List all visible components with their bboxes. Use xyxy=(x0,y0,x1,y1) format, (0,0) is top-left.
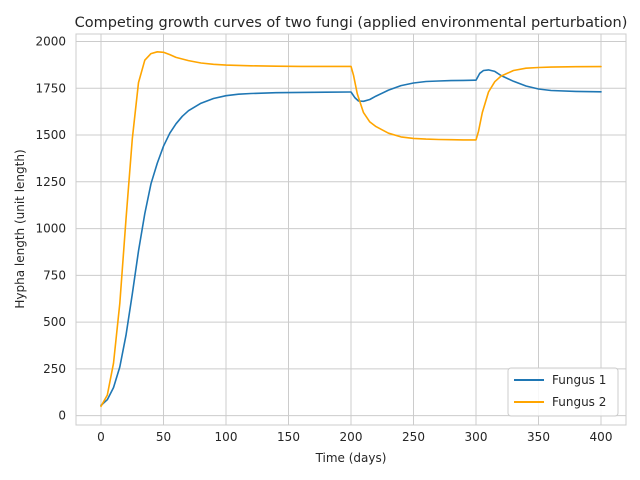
x-tick-label: 0 xyxy=(97,430,105,444)
series-lines xyxy=(100,50,602,408)
y-tick-label: 1500 xyxy=(35,128,66,142)
x-tick-label: 100 xyxy=(215,430,238,444)
y-tick-label: 0 xyxy=(58,409,66,423)
x-tick-labels: 0 50 100 150 200 250 300 350 400 xyxy=(97,430,612,444)
y-tick-labels: 0 250 500 750 1000 1250 1500 1750 2000 xyxy=(35,34,66,422)
x-tick-label: 150 xyxy=(277,430,300,444)
y-tick-label: 2000 xyxy=(35,34,66,48)
x-tick-label: 200 xyxy=(340,430,363,444)
y-tick-label: 750 xyxy=(43,268,66,282)
chart-title: Competing growth curves of two fungi (ap… xyxy=(75,15,628,31)
y-tick-label: 500 xyxy=(43,315,66,329)
y-tick-label: 1000 xyxy=(35,222,66,236)
y-tick-label: 1250 xyxy=(35,175,66,189)
x-tick-label: 350 xyxy=(527,430,550,444)
series-line-fungus-1 xyxy=(100,69,602,407)
y-tick-label: 250 xyxy=(43,362,66,376)
legend-label-fungus-2: Fungus 2 xyxy=(552,395,606,409)
legend: Fungus 1 Fungus 2 xyxy=(507,367,619,417)
x-tick-label: 400 xyxy=(590,430,613,444)
y-axis-label: Hypha length (unit length) xyxy=(13,149,27,308)
x-tick-label: 50 xyxy=(156,430,171,444)
x-axis-label: Time (days) xyxy=(315,451,387,465)
y-tick-label: 1750 xyxy=(35,81,66,95)
legend-label-fungus-1: Fungus 1 xyxy=(552,373,606,387)
series-line-fungus-2 xyxy=(100,50,602,408)
x-tick-label: 300 xyxy=(465,430,488,444)
x-tick-label: 250 xyxy=(402,430,425,444)
plot-frame xyxy=(75,33,627,426)
